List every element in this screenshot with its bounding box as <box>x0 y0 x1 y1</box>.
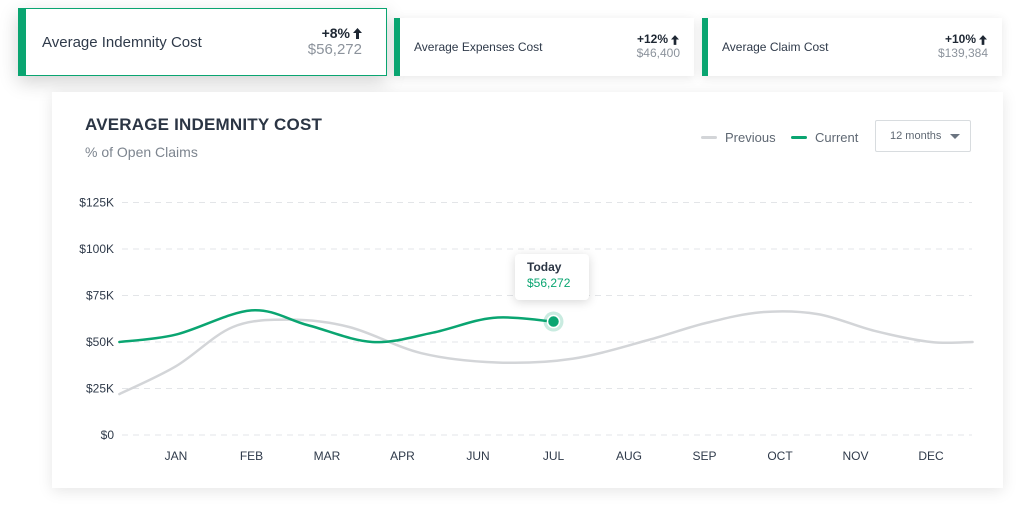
range-select[interactable]: 12 months <box>875 120 971 152</box>
y-axis-ticks: $0 $25K $50K $75K $100K $125K <box>79 196 114 443</box>
line-chart: $0 $25K $50K $75K $100K $125K JAN FEB MAR APR JUN… <box>79 196 974 463</box>
chart-subtitle: % of Open Claims <box>85 144 198 160</box>
legend-swatch-current <box>791 136 807 139</box>
legend-item-current[interactable]: Current <box>791 130 858 145</box>
range-select-value: 12 months <box>890 130 942 142</box>
legend-item-previous[interactable]: Previous <box>701 130 776 145</box>
grid-lines <box>122 202 972 436</box>
y-tick-label: $100K <box>79 242 114 256</box>
legend-label-previous: Previous <box>725 130 776 145</box>
kpi-change-text: +12% <box>636 32 668 47</box>
kpi-stats: +10% $139,384 <box>937 32 988 61</box>
kpi-stats: +8% $56,272 <box>308 25 362 58</box>
kpi-label: Average Expenses Cost <box>414 40 543 54</box>
kpi-value: $46,400 <box>636 46 680 60</box>
x-tick-label: DEC <box>918 449 944 463</box>
x-tick-label: MAR <box>314 449 341 463</box>
x-tick-label: NOV <box>842 449 868 463</box>
kpi-change: +8% <box>308 25 362 41</box>
x-tick-label: OCT <box>767 449 793 463</box>
kpi-label: Average Claim Cost <box>722 40 829 54</box>
series-lines <box>118 309 974 396</box>
arrow-up-icon <box>671 34 680 46</box>
x-tick-label: SEP <box>692 449 716 463</box>
x-tick-label: JUN <box>466 449 489 463</box>
kpi-value: $56,272 <box>307 41 362 59</box>
kpi-change: +12% <box>636 32 680 47</box>
kpi-stats: +12% $46,400 <box>636 32 680 61</box>
arrow-up-icon <box>979 34 988 46</box>
tooltip-label: Today <box>527 260 562 274</box>
kpi-label: Average Indemnity Cost <box>42 33 202 51</box>
chart-card: AVERAGE INDEMNITY COST % of Open Claims … <box>52 92 1003 488</box>
highlight-marker <box>543 311 564 332</box>
kpi-card-claim[interactable]: Average Claim Cost +10% $139,384 <box>702 18 1002 76</box>
series-line-previous <box>118 310 974 396</box>
tooltip-value: $56,272 <box>527 276 571 290</box>
x-tick-label: JUL <box>543 449 565 463</box>
kpi-change: +10% <box>938 32 988 47</box>
kpi-change-text: +8% <box>321 25 350 42</box>
chart-title: AVERAGE INDEMNITY COST <box>85 115 323 134</box>
kpi-value: $139,384 <box>937 46 988 60</box>
today-marker[interactable] <box>546 314 561 329</box>
y-tick-label: $125K <box>79 196 114 210</box>
x-tick-label: APR <box>390 449 415 463</box>
series-line-current <box>118 309 555 344</box>
y-tick-label: $75K <box>86 289 114 303</box>
x-tick-label: FEB <box>240 449 263 463</box>
legend-label-current: Current <box>815 130 859 145</box>
x-axis-ticks: JAN FEB MAR APR JUN JUL AUG SEP OCT NOV DEC <box>165 449 944 463</box>
x-tick-label: JAN <box>165 449 188 463</box>
x-tick-label: AUG <box>616 449 642 463</box>
arrow-up-icon <box>353 27 362 39</box>
kpi-card-expenses[interactable]: Average Expenses Cost +12% $46,400 <box>394 18 694 76</box>
caret-down-icon <box>950 133 960 139</box>
kpi-card-indemnity[interactable]: Average Indemnity Cost +8% $56,272 <box>18 8 387 76</box>
y-tick-label: $50K <box>86 335 114 349</box>
legend-swatch-previous <box>701 136 717 139</box>
kpi-change-text: +10% <box>944 32 976 47</box>
today-tooltip: Today $56,272 <box>515 254 589 300</box>
y-tick-label: $0 <box>101 428 115 442</box>
y-tick-label: $25K <box>86 382 114 396</box>
